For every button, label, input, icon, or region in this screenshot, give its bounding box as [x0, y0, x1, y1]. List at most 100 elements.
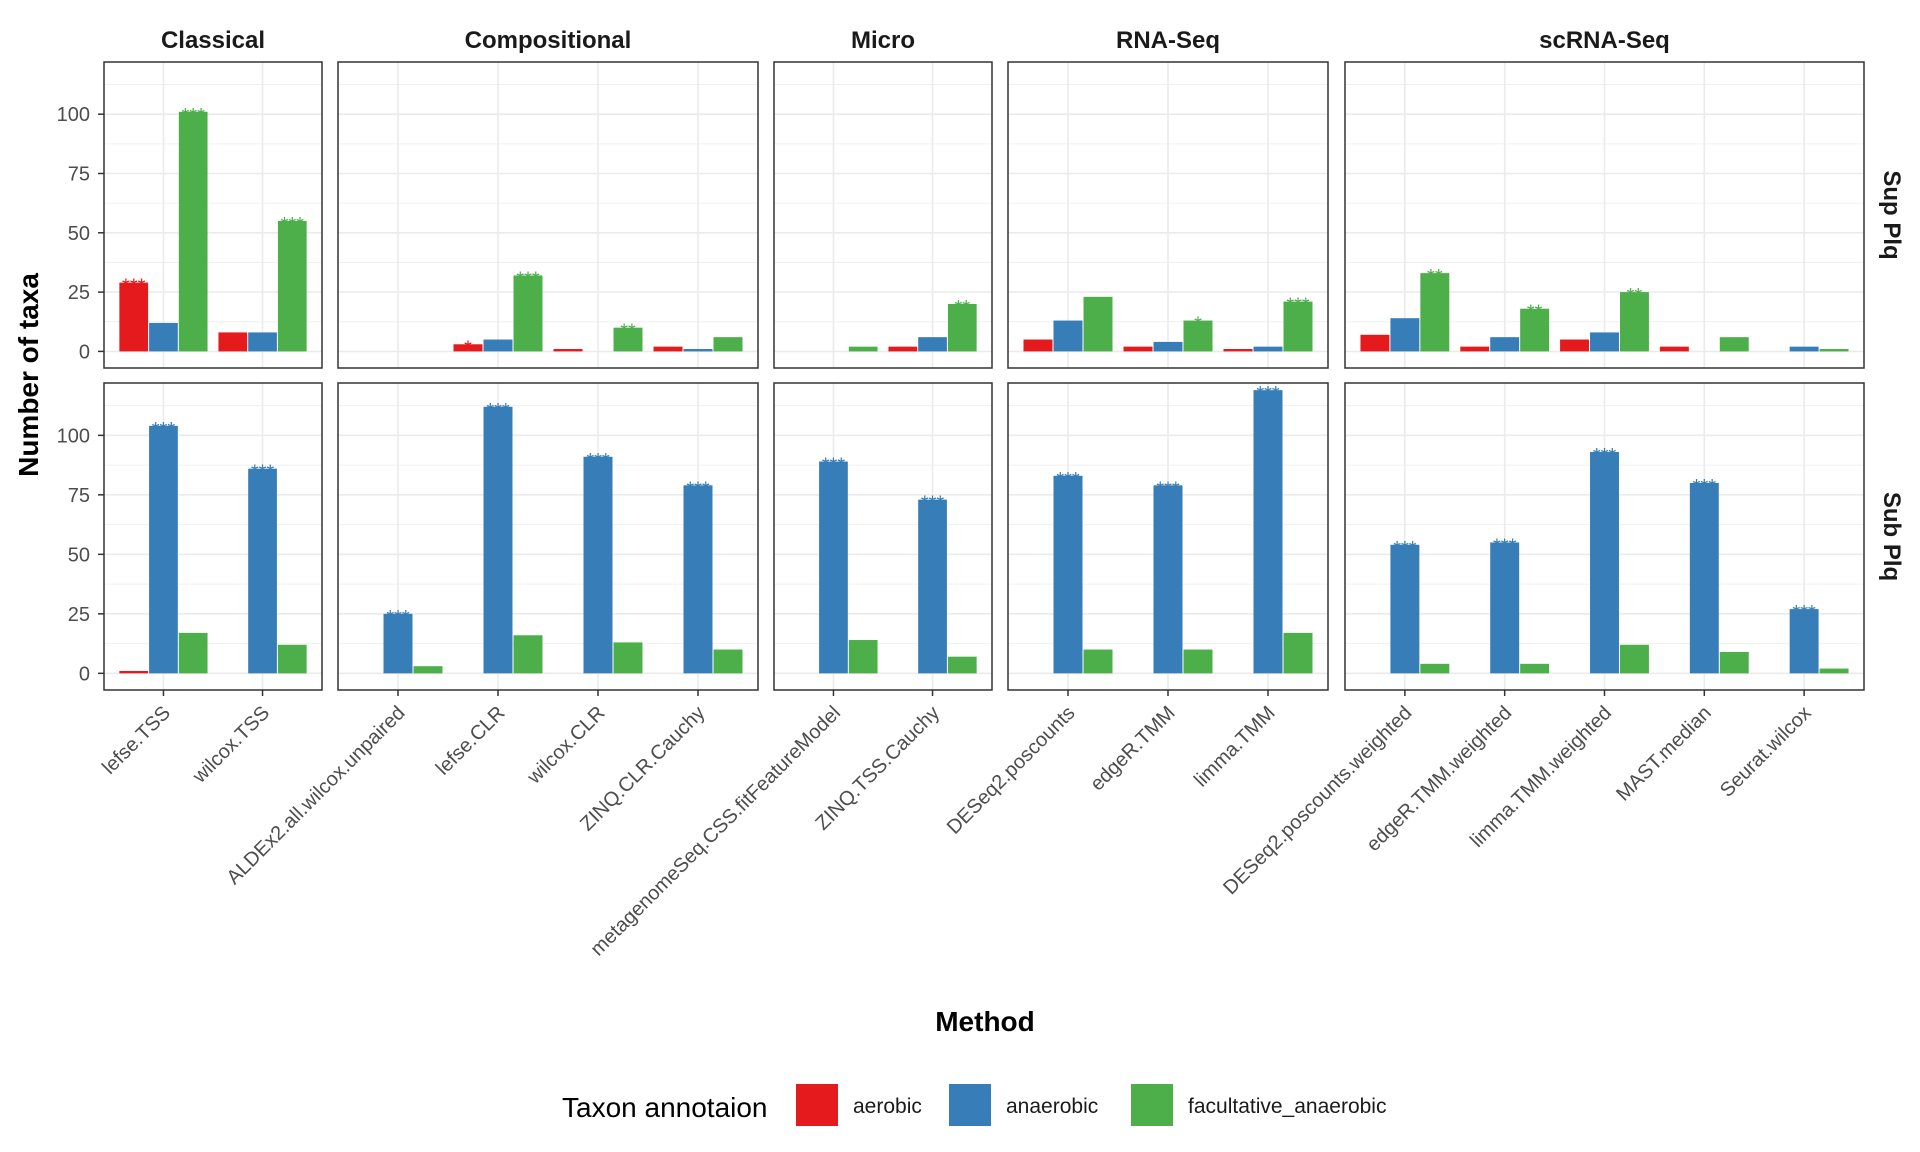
bar-anaerobic-deseq2-poscounts-weighted — [1390, 318, 1420, 352]
significance-label: * — [1194, 314, 1202, 336]
bar-anaerobic-limma-tmm — [1253, 390, 1283, 674]
bar-anaerobic-zinq-tss-cauchy — [918, 337, 947, 352]
bar-facultative-anaerobic-edger-tmm-weighted — [1520, 308, 1550, 352]
bar-anaerobic-deseq2-poscounts-weighted — [1390, 544, 1420, 674]
bar-anaerobic-limma-tmm-weighted — [1590, 332, 1619, 352]
bar-anaerobic-metagenomeseq-css-fitfeaturemodel — [819, 461, 848, 674]
bar-facultative-anaerobic-seurat-wilcox — [1819, 349, 1849, 352]
panel-border — [773, 61, 993, 369]
bar-facultative-anaerobic-edger-tmm — [1183, 320, 1213, 352]
bar-facultative-anaerobic-limma-tmm — [1283, 301, 1313, 352]
panel-background — [104, 383, 322, 690]
bar-facultative-anaerobic-edger-tmm — [1183, 649, 1213, 674]
significance-label: ** — [620, 321, 636, 343]
bar-facultative-anaerobic-metagenomeseq-css-fitfeaturemodel — [848, 346, 878, 352]
y-tick-label: 0 — [79, 341, 90, 363]
bar-facultative-anaerobic-wilcox-tss — [277, 220, 307, 352]
significance-label: ** — [1527, 302, 1543, 324]
x-axis-title: Method — [935, 1006, 1035, 1037]
x-tick-label-lefse-tss: lefse.TSS — [98, 702, 175, 779]
panel-sup-plq-scrna-seq: ** ** ** — [1344, 61, 1865, 369]
bar-facultative-anaerobic-zinq-tss-cauchy — [947, 303, 977, 352]
significance-label: *** — [686, 478, 710, 500]
panel-border — [337, 382, 759, 691]
panel-sup-plq-classical: *** *** *** — [103, 61, 323, 369]
significance-label: *** — [251, 462, 275, 484]
x-tick-label-edger-tmm: edgeR.TMM — [1086, 702, 1179, 795]
bar-facultative-anaerobic-limma-tmm-weighted — [1619, 292, 1649, 352]
bar-anaerobic-limma-tmm — [1253, 346, 1283, 352]
y-tick-label: 75 — [68, 163, 90, 185]
bar-facultative-anaerobic-deseq2-poscounts — [1083, 296, 1113, 352]
legend-item-facultative-anaerobic: facultative_anaerobic — [1131, 1084, 1386, 1126]
significance-label: *** — [122, 276, 146, 298]
facet-title-compositional: Compositional — [465, 27, 632, 54]
y-tick-label: 100 — [57, 425, 90, 447]
bar-facultative-anaerobic-aldex2-all-wilcox-unpaired — [413, 666, 443, 674]
y-tick-label: 50 — [68, 223, 90, 245]
legend-item-aerobic: aerobic — [796, 1084, 922, 1126]
bar-facultative-anaerobic-lefse-tss — [178, 111, 208, 352]
bar-anaerobic-limma-tmm-weighted — [1590, 452, 1619, 674]
bar-anaerobic-edger-tmm-weighted — [1490, 542, 1520, 674]
panel-sub-plq-compositional: *** *** *** *** — [337, 382, 759, 691]
bar-aerobic-lefse-tss — [119, 670, 149, 674]
bar-facultative-anaerobic-zinq-clr-cauchy — [713, 649, 743, 674]
bar-facultative-anaerobic-deseq2-poscounts-weighted — [1420, 273, 1450, 352]
x-tick-label-wilcox-tss: wilcox.TSS — [188, 702, 274, 788]
significance-label: ** — [1427, 266, 1443, 288]
x-tick-label-mast-median: MAST.median — [1612, 702, 1716, 806]
significance-label: *** — [1056, 469, 1080, 491]
bar-aerobic-edger-tmm-weighted — [1460, 346, 1490, 352]
x-tick-label-lefse-clr: lefse.CLR — [432, 702, 510, 780]
bar-facultative-anaerobic-mast-median — [1719, 651, 1749, 674]
bar-anaerobic-edger-tmm — [1153, 485, 1183, 674]
significance-label: *** — [1693, 476, 1717, 498]
bar-aerobic-zinq-clr-cauchy — [653, 346, 683, 352]
legend-label-facultative-anaerobic: facultative_anaerobic — [1188, 1095, 1386, 1118]
legend-title: Taxon annotaion — [562, 1092, 768, 1123]
panel-border — [103, 382, 323, 691]
significance-label: *** — [516, 268, 540, 290]
bar-anaerobic-lefse-clr — [483, 339, 513, 352]
bar-facultative-anaerobic-wilcox-clr — [613, 642, 643, 674]
bar-aerobic-wilcox-clr — [553, 349, 583, 352]
row-title-sup-plq: Sup Plq — [1878, 170, 1905, 259]
bar-anaerobic-lefse-tss — [149, 425, 178, 674]
panel-sup-plq-micro: ** — [773, 61, 993, 369]
bar-facultative-anaerobic-deseq2-poscounts — [1083, 649, 1113, 674]
bar-facultative-anaerobic-wilcox-clr — [613, 327, 643, 352]
y-tick-label: 25 — [68, 604, 90, 626]
significance-label: *** — [182, 105, 206, 127]
bar-aerobic-deseq2-poscounts-weighted — [1360, 334, 1390, 352]
facet-title-classical: Classical — [161, 27, 265, 54]
facet-title-scrna-seq: scRNA-Seq — [1539, 27, 1670, 54]
panel-background — [338, 62, 758, 368]
bar-anaerobic-seurat-wilcox — [1789, 609, 1819, 674]
significance-label: *** — [486, 400, 510, 422]
bar-anaerobic-wilcox-tss — [248, 332, 277, 352]
significance-label: ** — [1627, 285, 1643, 307]
bar-anaerobic-deseq2-poscounts — [1053, 320, 1083, 352]
bar-anaerobic-lefse-tss — [149, 322, 178, 352]
significance-label: *** — [1792, 602, 1816, 624]
bar-anaerobic-zinq-clr-cauchy — [683, 349, 713, 352]
bar-anaerobic-lefse-clr — [483, 406, 513, 674]
legend-label-anaerobic: anaerobic — [1006, 1095, 1098, 1118]
panels-layer: ****************************************… — [103, 61, 1865, 691]
bar-facultative-anaerobic-zinq-tss-cauchy — [947, 656, 977, 674]
bar-facultative-anaerobic-limma-tmm — [1283, 632, 1313, 674]
panel-border — [103, 61, 323, 369]
significance-label: *** — [1393, 538, 1417, 560]
y-tick-label: 25 — [68, 282, 90, 304]
legend-items: aerobic anaerobic facultative_anaerobic — [796, 1084, 1386, 1126]
bar-aerobic-limma-tmm-weighted — [1560, 339, 1590, 352]
bar-anaerobic-aldex2-all-wilcox-unpaired — [383, 613, 413, 674]
panel-sub-plq-classical: *** *** — [103, 382, 323, 691]
y-axis-title: Number of taxa — [13, 273, 44, 477]
bar-facultative-anaerobic-lefse-clr — [513, 275, 543, 352]
panel-sub-plq-scrna-seq: *** *** *** *** *** — [1344, 382, 1865, 691]
significance-label: *** — [586, 450, 610, 472]
y-tick-label: 50 — [68, 544, 90, 566]
